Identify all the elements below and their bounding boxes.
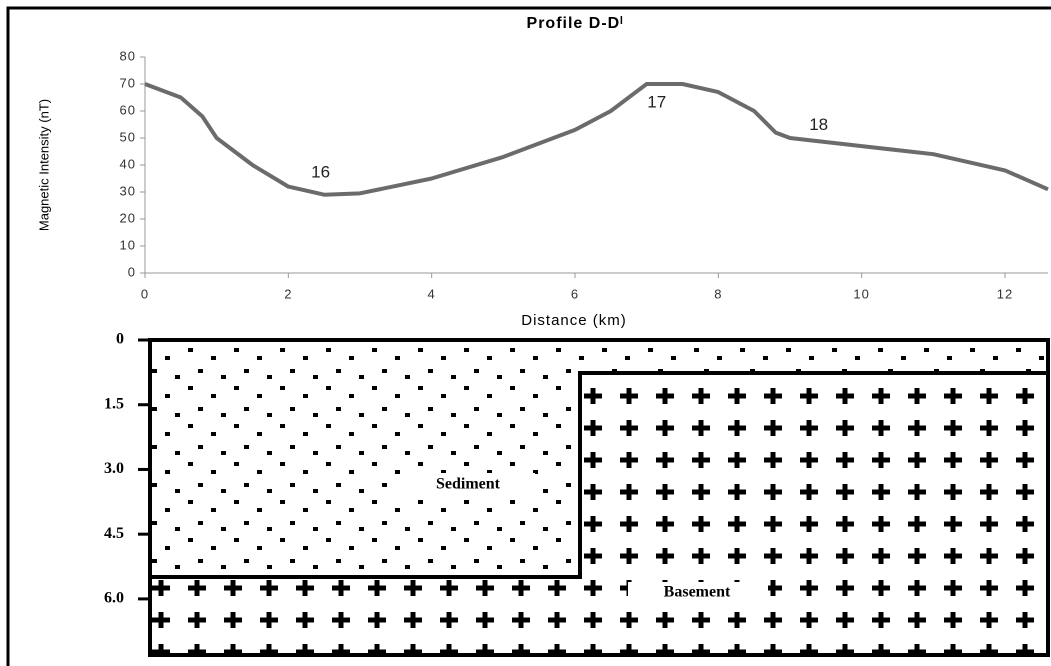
- x-tick-label: 12: [997, 286, 1013, 301]
- annotation: 16: [311, 163, 330, 182]
- y-tick-label: 70: [120, 75, 136, 90]
- chart-title: Profile D-Dˡ: [527, 15, 624, 32]
- x-tick-label: 2: [284, 286, 292, 301]
- y-tick-label: 20: [120, 210, 136, 225]
- x-tick-label: 4: [428, 286, 436, 301]
- depth-tick-label: 1.5: [104, 395, 124, 412]
- y-tick-label: 30: [120, 183, 136, 198]
- annotation: 17: [647, 92, 666, 111]
- y-tick-label: 0: [128, 264, 136, 279]
- depth-tick-label: 3.0: [104, 460, 124, 477]
- x-tick-label: 10: [853, 286, 869, 301]
- figure: Profile D-Dˡ Distance (km) Magnetic Inte…: [0, 0, 1051, 666]
- x-tick-label: 8: [714, 286, 722, 301]
- x-tick-label: 6: [571, 286, 579, 301]
- basement-label: Basement: [664, 584, 731, 601]
- depth-tick-label: 4.5: [104, 525, 124, 542]
- model: Sediment Basement: [150, 340, 1048, 655]
- x-axis-label: Distance (km): [521, 312, 627, 329]
- y-tick-label: 10: [120, 237, 136, 252]
- depth-tick-label: 0: [116, 331, 124, 348]
- y-axis-label: Magnetic Intensity (nT): [36, 99, 51, 231]
- depth-tick-label: 6.0: [104, 590, 124, 607]
- line: [145, 84, 1048, 195]
- y-tick-label: 60: [120, 102, 136, 117]
- y-tick-label: 40: [120, 156, 136, 171]
- y-tick-label: 50: [120, 129, 136, 144]
- sediment-label: Sediment: [436, 476, 501, 493]
- x-tick-label: 0: [141, 286, 149, 301]
- annotation: 18: [809, 115, 828, 134]
- y-tick-label: 80: [120, 48, 136, 63]
